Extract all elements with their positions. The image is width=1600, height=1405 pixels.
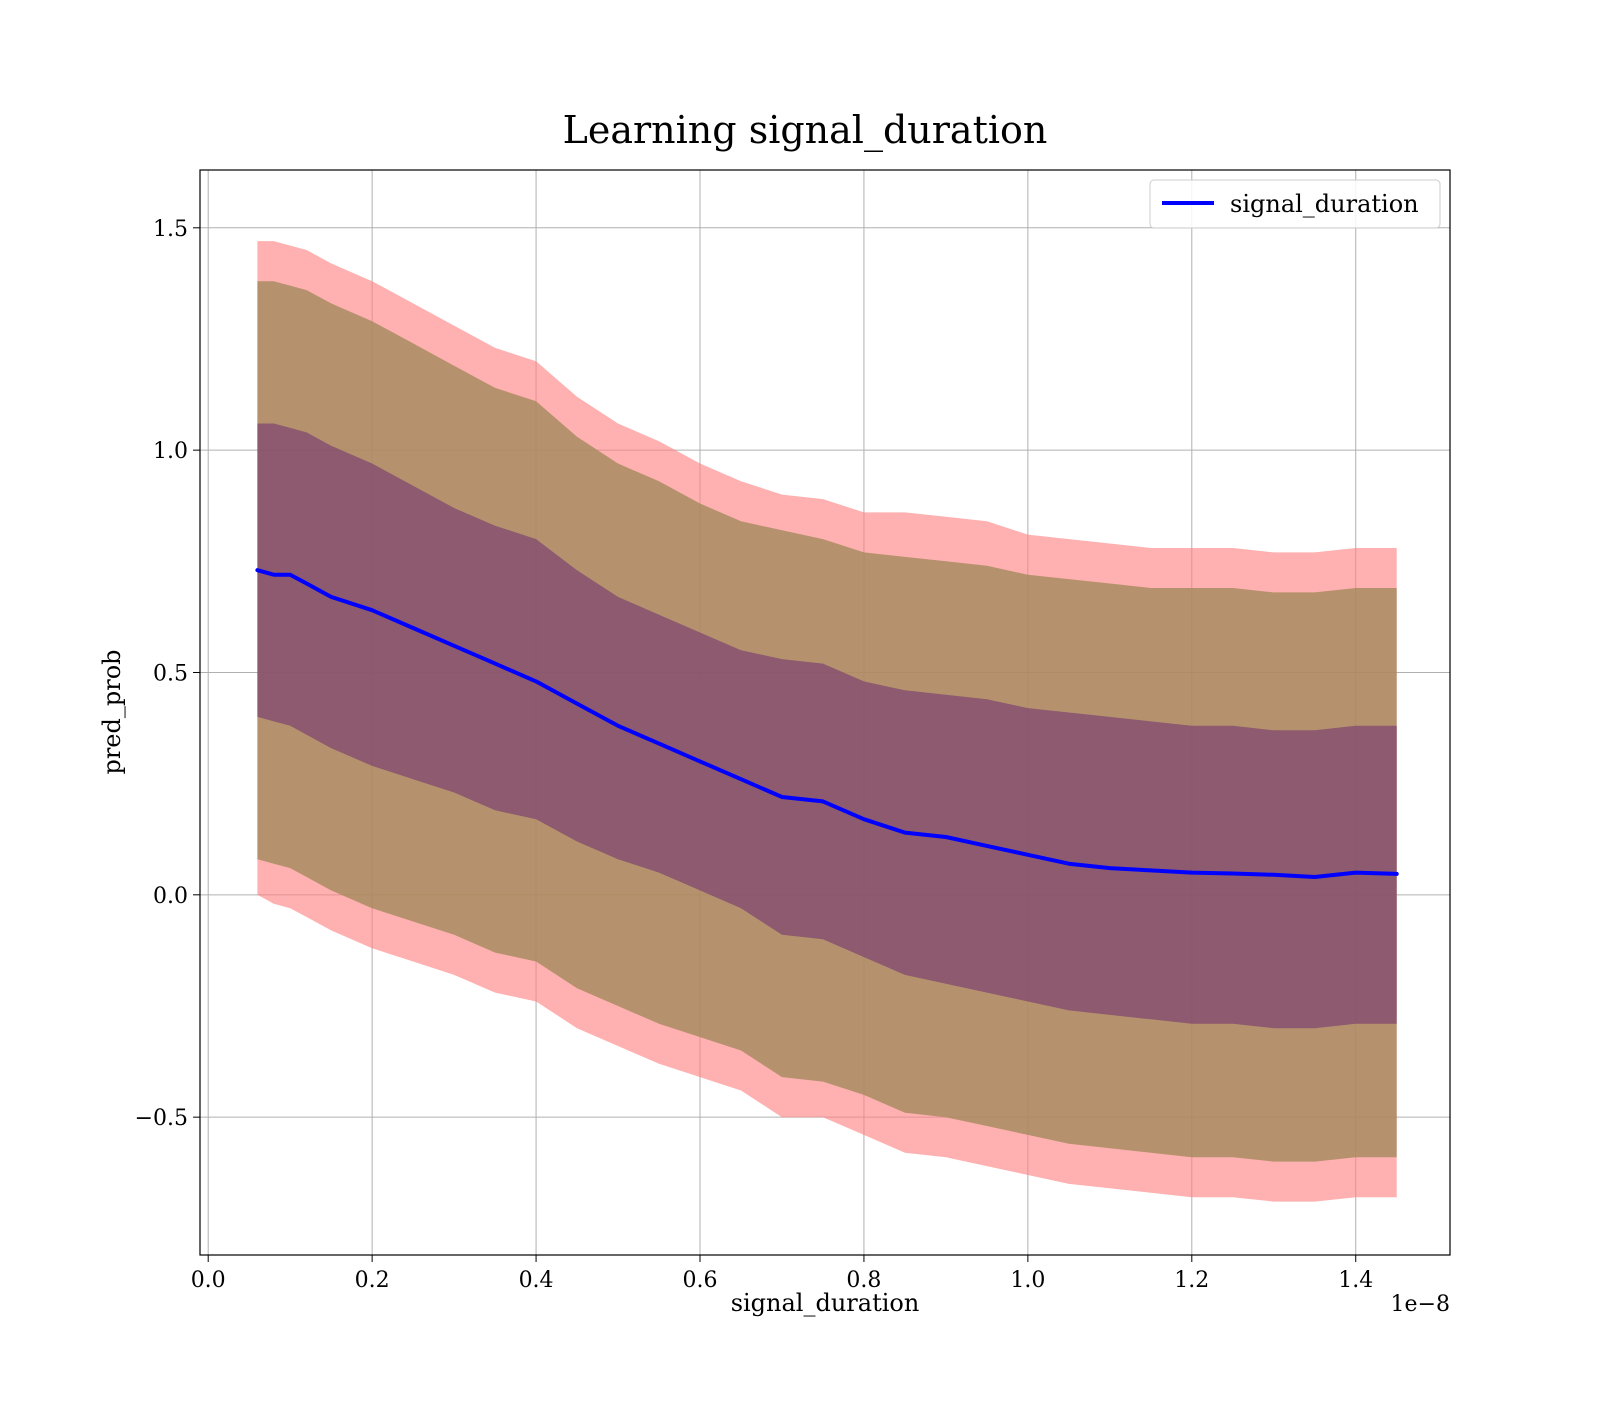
y-tick-label: 1.5 (153, 217, 188, 242)
legend-frame (1149, 179, 1441, 229)
x-axis: 0.0 0.2 0.4 0.6 0.8 1.0 1.2 1.4 (191, 1255, 1373, 1293)
x-tick-label: 0.0 (191, 1268, 226, 1293)
plot-area (200, 170, 1450, 1255)
y-axis: −0.5 0.0 0.5 1.0 1.5 (135, 217, 200, 1131)
x-tick-label: 1.2 (1174, 1268, 1209, 1293)
series-line (255, 568, 1399, 879)
x-tick-label: 0.4 (519, 1268, 554, 1293)
y-tick-label: 1.0 (153, 439, 188, 464)
legend-label: signal_duration (1230, 190, 1419, 218)
band-inner (257, 423, 1397, 1029)
plot-frame (199, 169, 1451, 1256)
x-tick-label: 1.4 (1338, 1268, 1373, 1293)
x-tick-label: 0.6 (683, 1268, 718, 1293)
x-tick-label: 0.2 (355, 1268, 390, 1293)
x-axis-offset-label: 1e−8 (1391, 1292, 1450, 1317)
y-axis-label: pred_prob (98, 649, 126, 774)
chart-title: Learning signal_duration (563, 108, 1048, 153)
legend: signal_duration (1149, 179, 1441, 229)
x-tick-label: 0.8 (846, 1268, 881, 1293)
y-tick-label: 0.0 (153, 884, 188, 909)
x-axis-label: signal_duration (731, 1289, 920, 1317)
y-tick-label: 0.5 (153, 661, 188, 686)
x-tick-label: 1.0 (1010, 1268, 1045, 1293)
y-tick-label: −0.5 (135, 1106, 188, 1131)
